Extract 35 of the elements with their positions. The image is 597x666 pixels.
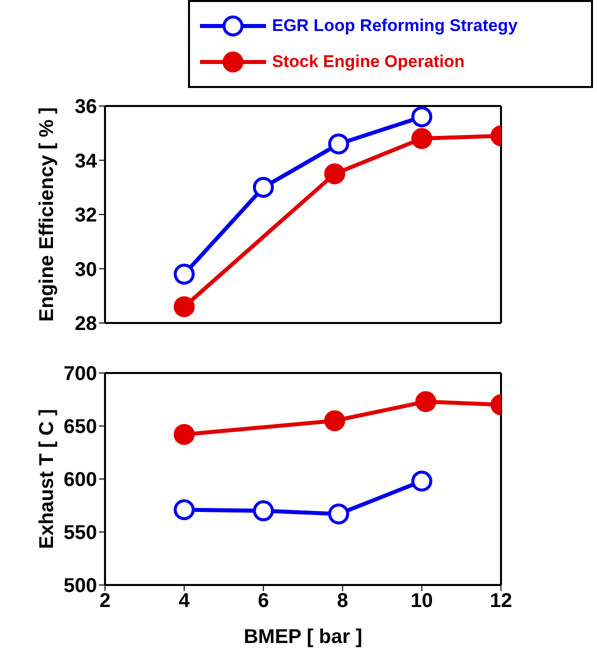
- point: [252, 176, 274, 198]
- y-tick-label: 550: [64, 522, 97, 544]
- x-tick-label: 6: [258, 590, 269, 612]
- y-tick-label: 34: [74, 150, 98, 172]
- point: [415, 391, 436, 412]
- point: [328, 503, 350, 524]
- x-tick-label: 4: [178, 590, 191, 612]
- y-tick-label: 36: [74, 96, 97, 118]
- y-tick-label: 30: [74, 258, 97, 281]
- x-tick-label: 12: [490, 590, 512, 612]
- y-tick-label: 500: [64, 575, 97, 598]
- y-tick-label: 700: [64, 363, 97, 386]
- point: [411, 106, 432, 128]
- y-axis-title: Exhaust T [ C ]: [36, 408, 58, 550]
- y-tick-label: 32: [74, 204, 97, 227]
- y-tick-label: 600: [64, 469, 97, 492]
- legend-label: EGR Loop Reforming Strategy: [272, 16, 518, 36]
- y-axis-title: Engine Efficiency [ % ]: [36, 107, 58, 322]
- x-tick-label: 2: [99, 590, 111, 612]
- point: [324, 163, 346, 184]
- point: [174, 499, 195, 520]
- x-tick-label: 8: [337, 590, 348, 612]
- point: [411, 470, 432, 492]
- y-tick-label: 28: [74, 313, 97, 336]
- y-tick-label: 650: [64, 416, 97, 438]
- point: [328, 133, 350, 154]
- point: [174, 296, 195, 318]
- x-tick-label: 10: [410, 590, 433, 612]
- point: [324, 410, 346, 432]
- point: [174, 264, 195, 285]
- point: [411, 128, 432, 150]
- legend-label: Stock Engine Operation: [272, 52, 465, 72]
- x-axis-title: BMEP [ bar ]: [244, 626, 362, 648]
- point: [252, 500, 274, 522]
- point: [174, 424, 195, 445]
